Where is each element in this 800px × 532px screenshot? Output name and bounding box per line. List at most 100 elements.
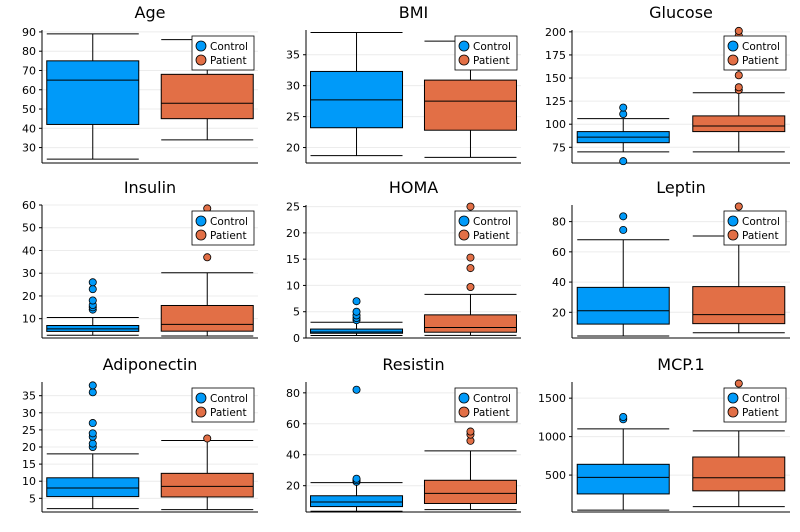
- legend-label-control: Control: [210, 216, 248, 228]
- legend-label-patient: Patient: [473, 55, 510, 67]
- y-tick-label: 20: [552, 306, 566, 319]
- legend-marker-patient: [727, 54, 739, 66]
- outlier-point: [88, 381, 97, 390]
- y-tick-label: 60: [552, 246, 566, 259]
- legend: Control Patient: [723, 387, 787, 423]
- outlier-point: [619, 412, 628, 421]
- box-control: [576, 412, 670, 511]
- legend-label-patient: Patient: [210, 55, 247, 67]
- y-tick-label: 90: [22, 26, 36, 39]
- y-tick-label: 30: [286, 80, 300, 93]
- legend-marker-control: [727, 392, 739, 404]
- y-tick-label: 20: [286, 142, 300, 155]
- legend-marker-control: [195, 40, 207, 52]
- y-tick-label: 60: [22, 84, 36, 97]
- outlier-point: [352, 474, 361, 483]
- iqr-box: [423, 479, 517, 504]
- legend-label-patient: Patient: [742, 55, 779, 67]
- legend-marker-patient: [458, 54, 470, 66]
- box-control: [46, 33, 140, 160]
- y-tick-label: 50: [22, 103, 36, 116]
- y-tick-label: 80: [552, 216, 566, 229]
- legend: Control Patient: [454, 387, 518, 423]
- y-tick-label: 0: [293, 332, 300, 345]
- y-tick-label: 70: [22, 64, 36, 77]
- y-tick-label: 35: [22, 390, 36, 403]
- panel-title: Adiponectin: [103, 355, 198, 374]
- y-tick-label: 15: [22, 458, 36, 471]
- iqr-box: [46, 477, 140, 498]
- outlier-point: [88, 419, 97, 428]
- y-tick-label: 60: [286, 418, 300, 431]
- outlier-point: [352, 385, 361, 394]
- legend-marker-patient: [195, 406, 207, 418]
- legend: Control Patient: [454, 35, 518, 71]
- box-control: [46, 381, 140, 510]
- outlier-point: [466, 283, 475, 292]
- box-control: [310, 297, 404, 337]
- iqr-box: [310, 328, 404, 334]
- legend-marker-patient: [727, 406, 739, 418]
- outlier-point: [203, 434, 212, 443]
- outlier-point: [88, 439, 97, 448]
- y-tick-label: 1000: [538, 431, 566, 444]
- iqr-box: [423, 79, 517, 131]
- box-patient: [423, 202, 517, 336]
- iqr-box: [692, 456, 786, 492]
- outlier-point: [352, 297, 361, 306]
- legend: Control Patient: [191, 35, 255, 71]
- legend-label-control: Control: [473, 41, 511, 53]
- y-tick-label: 125: [545, 95, 566, 108]
- outlier-point: [734, 379, 743, 388]
- iqr-box: [423, 314, 517, 333]
- y-tick-label: 60: [22, 199, 36, 212]
- iqr-box: [576, 463, 670, 495]
- panel-insulin: 10 20 30 40 50 60 Insulin Control Patient: [22, 178, 258, 339]
- outlier-point: [734, 83, 743, 92]
- y-tick-label: 40: [286, 449, 300, 462]
- legend: Control Patient: [191, 387, 255, 423]
- outlier-point: [203, 253, 212, 262]
- legend-label-control: Control: [210, 393, 248, 405]
- legend-label-patient: Patient: [742, 230, 779, 242]
- legend-label-patient: Patient: [210, 230, 247, 242]
- panel-title: Insulin: [124, 178, 176, 197]
- y-tick-label: 175: [545, 49, 566, 62]
- box-control: [310, 31, 404, 157]
- legend-marker-control: [458, 215, 470, 227]
- box-control: [310, 385, 404, 512]
- legend-marker-control: [458, 40, 470, 52]
- panel-glucose: 75 100 125 150 175 200 Glucose Control Patient: [545, 3, 790, 166]
- legend-label-patient: Patient: [742, 407, 779, 419]
- panel-title: Glucose: [649, 3, 713, 22]
- iqr-box: [46, 60, 140, 125]
- y-tick-label: 35: [286, 49, 300, 62]
- y-tick-label: 10: [22, 475, 36, 488]
- legend: Control Patient: [723, 35, 787, 71]
- box-control: [46, 278, 140, 336]
- y-tick-label: 100: [545, 118, 566, 131]
- iqr-box: [310, 495, 404, 508]
- box-patient: [423, 40, 517, 158]
- legend-label-control: Control: [742, 393, 780, 405]
- y-tick-label: 30: [22, 267, 36, 280]
- y-tick-label: 40: [22, 244, 36, 257]
- box-patient: [692, 379, 786, 508]
- y-tick-label: 75: [552, 141, 566, 154]
- legend-marker-control: [195, 392, 207, 404]
- legend-label-control: Control: [473, 216, 511, 228]
- legend: Control Patient: [723, 210, 787, 246]
- box-control: [576, 212, 670, 337]
- y-tick-label: 20: [286, 227, 300, 240]
- panel-title: BMI: [399, 3, 429, 22]
- legend-label-control: Control: [742, 41, 780, 53]
- y-tick-label: 20: [286, 480, 300, 493]
- y-tick-label: 5: [293, 306, 300, 319]
- legend-label-control: Control: [473, 393, 511, 405]
- y-tick-label: 25: [22, 424, 36, 437]
- y-tick-label: 30: [22, 407, 36, 420]
- legend-marker-patient: [195, 229, 207, 241]
- legend-marker-control: [727, 40, 739, 52]
- iqr-box: [160, 304, 254, 332]
- panel-title: Leptin: [656, 178, 706, 197]
